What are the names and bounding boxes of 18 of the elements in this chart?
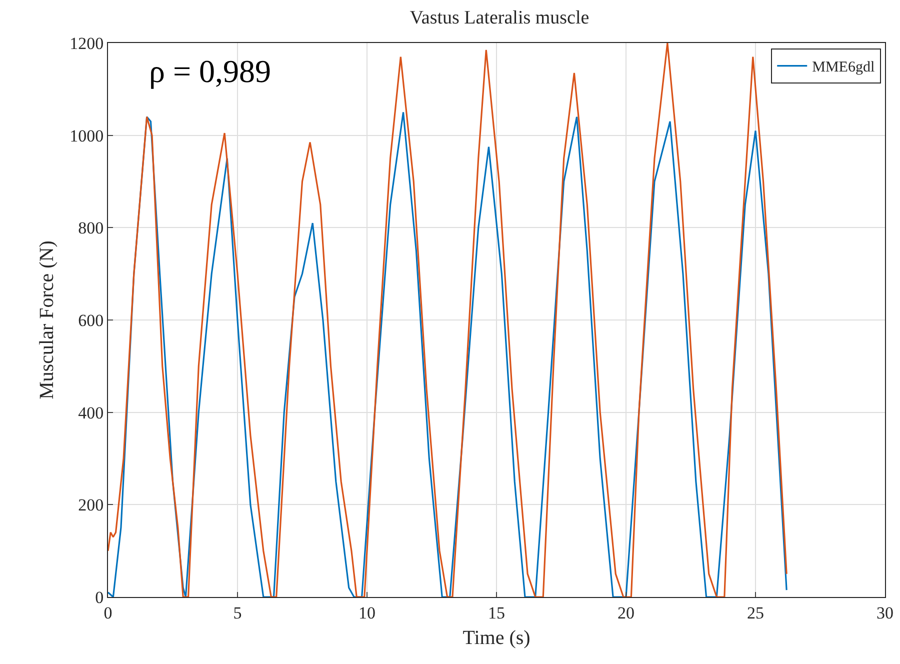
x-axis-title: Time (s) (462, 626, 530, 649)
legend-label: MME6gdl (812, 60, 875, 76)
chart-title: Vastus Lateralis muscle (410, 7, 590, 28)
x-tick-label: 20 (618, 603, 634, 622)
x-tick-label: 15 (488, 603, 505, 622)
annotation: ρ = 0,989 (149, 53, 272, 89)
y-tick-label: 800 (78, 218, 104, 238)
y-tick-label: 1200 (70, 34, 104, 53)
x-tick-label: 25 (747, 603, 764, 622)
y-axis-title: Muscular Force (N) (36, 240, 58, 400)
y-tick-label: 0 (95, 588, 104, 607)
y-tick-label: 200 (78, 496, 104, 515)
x-tick-label: 5 (233, 603, 242, 622)
y-tick-label: 1000 (70, 126, 104, 146)
x-tick-label: 30 (876, 603, 894, 622)
y-tick-label: 400 (78, 403, 104, 422)
y-tick-label: 600 (78, 310, 104, 330)
x-tick-label: 10 (358, 603, 376, 622)
